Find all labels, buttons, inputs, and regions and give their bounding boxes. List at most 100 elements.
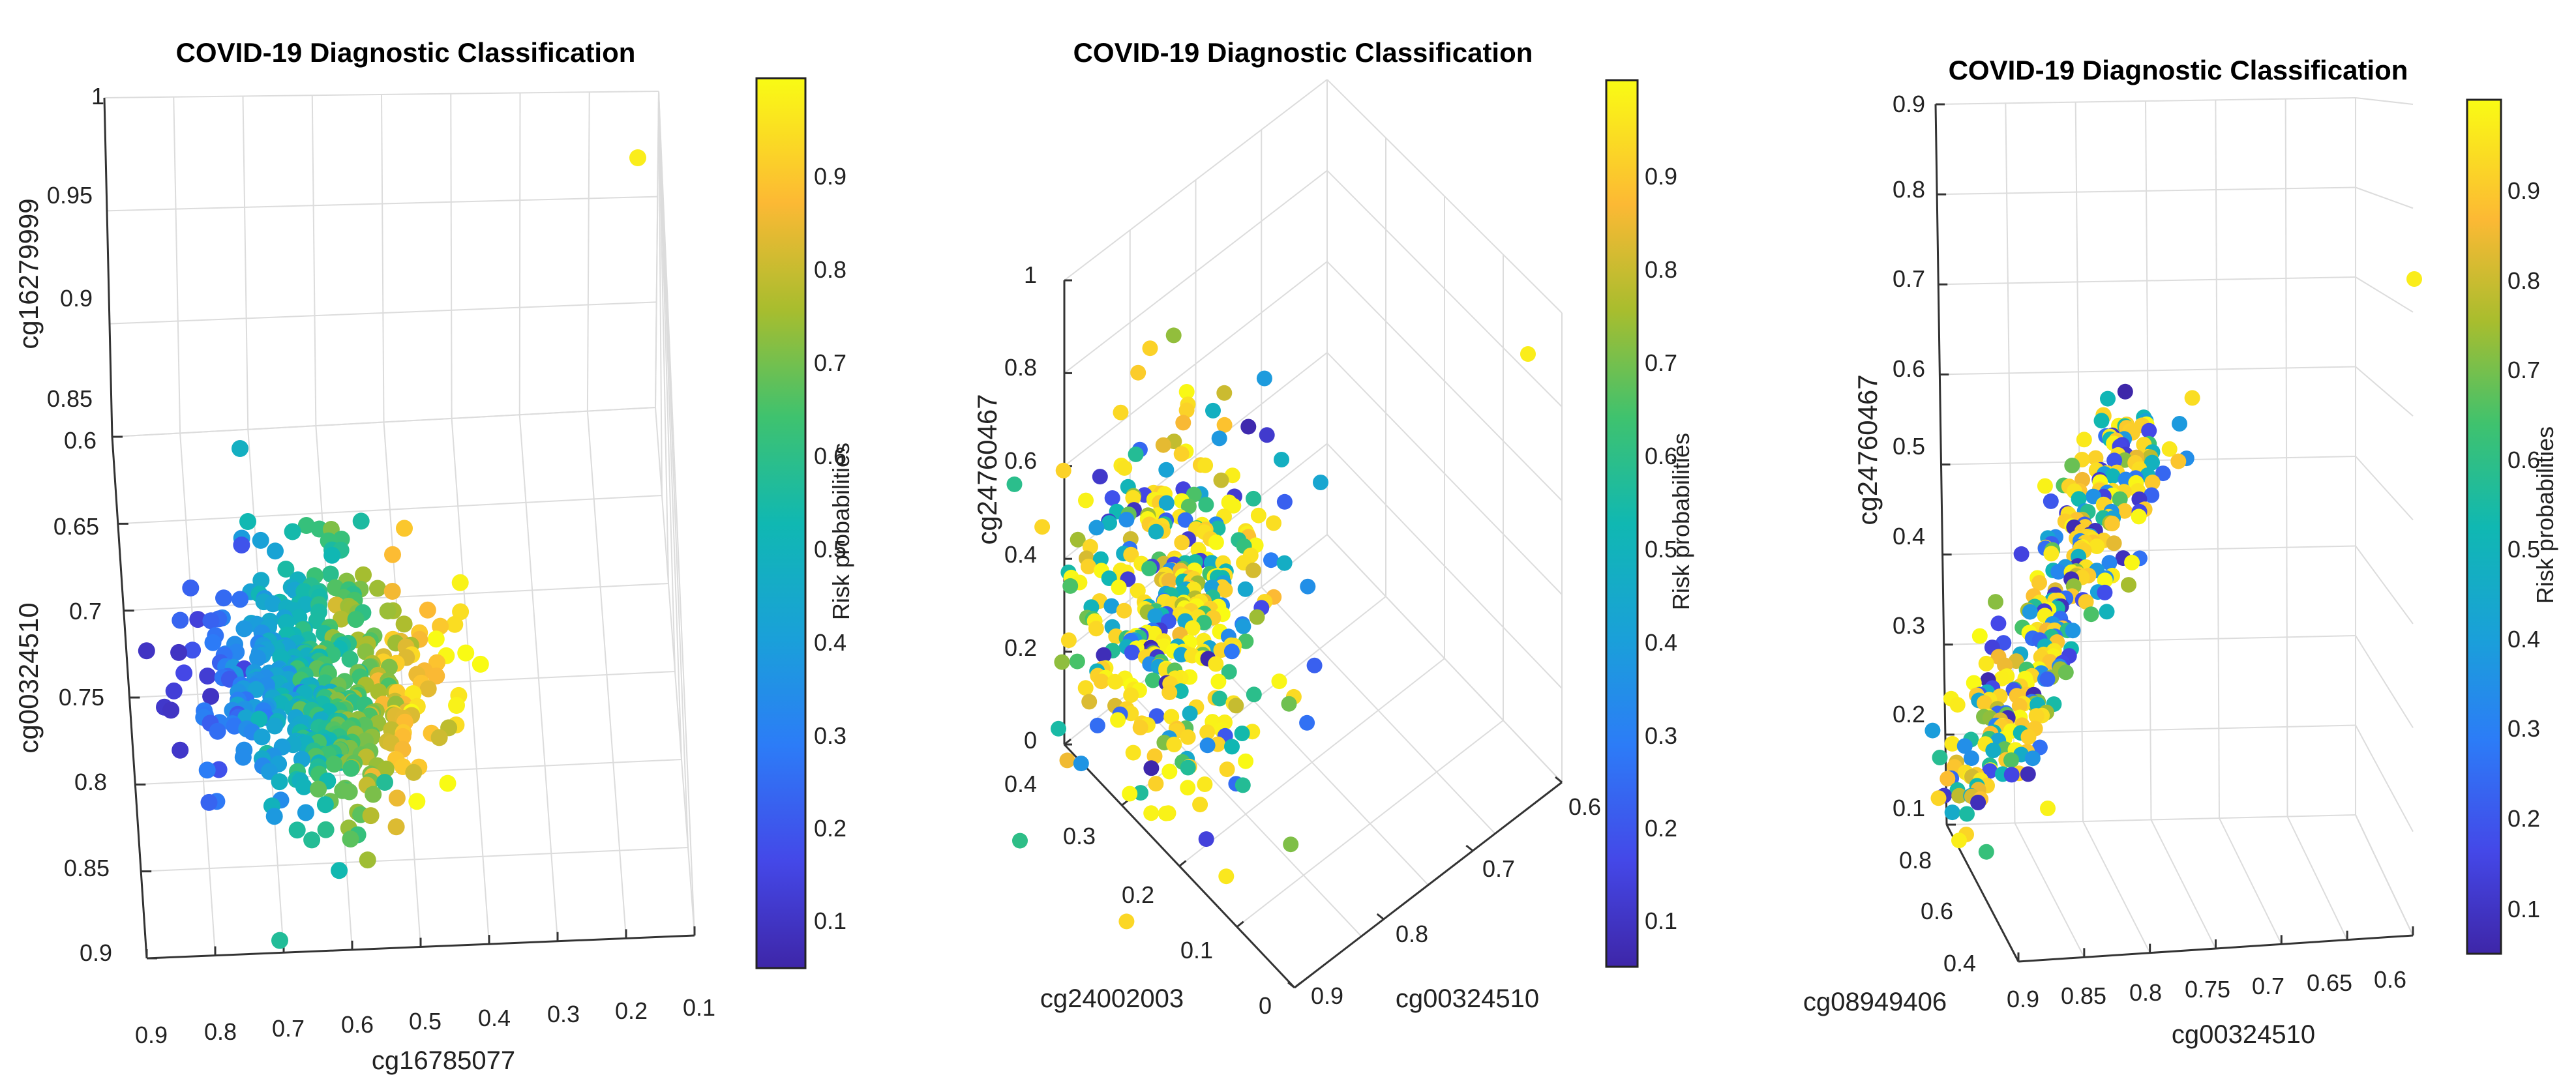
data-point bbox=[1205, 402, 1221, 419]
data-point bbox=[1283, 836, 1299, 853]
data-point bbox=[2024, 750, 2041, 767]
data-point bbox=[297, 804, 314, 821]
grid-line bbox=[1935, 97, 2356, 105]
data-point bbox=[204, 634, 222, 651]
data-point bbox=[2039, 671, 2056, 687]
data-point bbox=[341, 651, 359, 668]
data-point bbox=[388, 789, 406, 807]
data-point bbox=[253, 728, 271, 746]
colorbar-tick-label: 0.2 bbox=[814, 815, 846, 842]
data-point bbox=[1051, 720, 1066, 737]
panel-2-x-ticks: 0.9 0.8 0.7 0.6 bbox=[1311, 793, 1601, 1009]
data-point bbox=[1059, 752, 1075, 769]
data-point bbox=[1182, 705, 1198, 722]
data-point bbox=[1175, 415, 1191, 431]
grid-line bbox=[242, 96, 249, 430]
data-point bbox=[1246, 686, 1262, 703]
grid-line bbox=[1939, 366, 2356, 376]
tick-label: 0.95 bbox=[47, 182, 93, 209]
grid-line bbox=[586, 92, 590, 411]
data-point bbox=[2020, 729, 2037, 745]
data-point bbox=[1123, 687, 1139, 703]
data-point bbox=[1124, 644, 1140, 660]
grid-line bbox=[2355, 725, 2414, 832]
data-point bbox=[1165, 327, 1182, 344]
grid-line bbox=[1938, 276, 2356, 286]
data-point bbox=[1148, 776, 1164, 792]
tick-label: 0.8 bbox=[1899, 847, 1932, 874]
data-point bbox=[1146, 748, 1163, 764]
tick-label: 0.9 bbox=[135, 1022, 168, 1048]
data-point bbox=[1225, 497, 1242, 514]
grid-line bbox=[1943, 635, 2356, 645]
panel-3: COVID-19 Diagnostic Classification 0.9 0… bbox=[1803, 55, 2558, 1049]
data-point bbox=[1951, 832, 1967, 849]
data-point bbox=[1216, 417, 1233, 433]
data-point bbox=[2031, 575, 2047, 591]
data-point bbox=[260, 763, 278, 780]
data-point bbox=[427, 630, 445, 648]
data-point bbox=[1107, 673, 1123, 690]
data-point bbox=[1180, 729, 1196, 745]
data-point bbox=[322, 565, 339, 583]
tick-mark bbox=[1236, 921, 1244, 928]
data-point bbox=[323, 546, 341, 564]
data-point bbox=[233, 537, 250, 553]
data-point bbox=[1180, 759, 1196, 776]
data-point bbox=[175, 664, 193, 682]
data-point bbox=[1089, 717, 1105, 733]
data-point bbox=[1959, 806, 1975, 822]
data-point bbox=[342, 831, 359, 847]
colorbar-tick-label: 0.9 bbox=[1645, 163, 1677, 190]
data-point bbox=[1306, 657, 1323, 673]
data-point bbox=[2101, 555, 2118, 571]
tick-label: 0.7 bbox=[2252, 973, 2284, 999]
grid-line bbox=[2355, 456, 2414, 521]
panel-3-x-ticks: 0.9 0.85 0.8 0.75 0.7 0.65 0.6 bbox=[2007, 966, 2406, 1012]
data-point bbox=[1249, 609, 1265, 625]
data-point bbox=[428, 667, 445, 685]
panel-1-colorbar-ticks: 0.1 0.2 0.3 0.4 0.5 0.6 0.7 0.8 0.9 bbox=[814, 163, 846, 934]
colorbar-tick-label: 0.8 bbox=[2508, 267, 2540, 294]
panel-2-x-label: cg00324510 bbox=[1396, 984, 1539, 1013]
tick-mark bbox=[1287, 981, 1295, 989]
data-point bbox=[1276, 493, 1293, 510]
data-point bbox=[1173, 446, 1190, 462]
grid-line bbox=[381, 94, 385, 422]
data-point bbox=[2013, 546, 2029, 562]
data-point bbox=[1276, 555, 1293, 571]
data-point bbox=[2097, 572, 2113, 589]
x-axis-line bbox=[1294, 781, 1563, 989]
data-point bbox=[317, 821, 335, 838]
data-point bbox=[1180, 498, 1197, 514]
tick-label: 0.8 bbox=[74, 769, 107, 795]
grid-line bbox=[104, 91, 659, 98]
data-point bbox=[1925, 722, 1941, 739]
data-point bbox=[1208, 534, 1224, 550]
panel-1-title: COVID-19 Diagnostic Classification bbox=[176, 37, 636, 68]
data-point bbox=[1142, 340, 1158, 357]
grid-line bbox=[658, 91, 663, 496]
data-point bbox=[288, 821, 306, 839]
panel-3-y-label: cg08949406 bbox=[1803, 988, 1947, 1016]
tick-label: 0 bbox=[1259, 992, 1272, 1019]
data-point bbox=[1130, 583, 1146, 599]
grid-line bbox=[141, 847, 689, 872]
data-point bbox=[1223, 643, 1240, 660]
data-point bbox=[1216, 385, 1233, 401]
data-point bbox=[1313, 475, 1328, 490]
colorbar-tick-label: 0.4 bbox=[1645, 629, 1677, 656]
data-point bbox=[252, 572, 270, 589]
panel-1-y-label: cg00324510 bbox=[13, 602, 44, 753]
data-point bbox=[1299, 714, 1315, 731]
data-point bbox=[1141, 561, 1158, 576]
data-point bbox=[172, 611, 189, 629]
tick-mark bbox=[1294, 981, 1302, 989]
data-point bbox=[377, 760, 395, 778]
data-point bbox=[1990, 615, 2007, 632]
data-point bbox=[2043, 546, 2059, 562]
data-point bbox=[2106, 535, 2122, 552]
data-point bbox=[1978, 655, 1994, 671]
data-point bbox=[446, 615, 464, 633]
tick-label: 0.65 bbox=[2307, 969, 2352, 996]
